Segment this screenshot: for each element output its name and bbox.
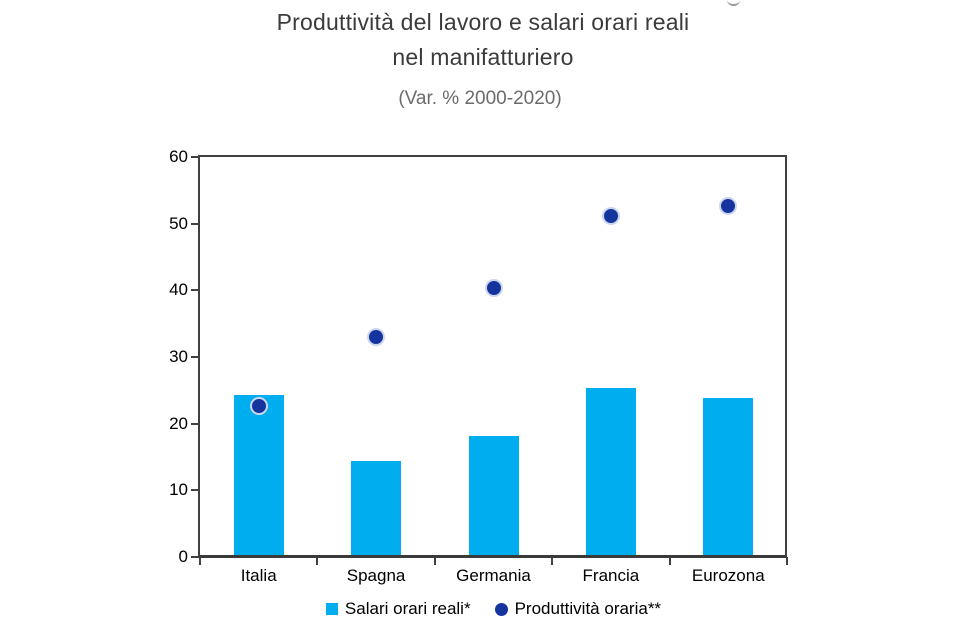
y-axis-tick-mark <box>191 422 199 425</box>
legend-label: Salari orari reali* <box>344 599 471 618</box>
y-axis-tick-mark <box>191 289 199 292</box>
legend-label: Produttività oraria** <box>514 599 662 618</box>
y-axis-tick-label: 50 <box>169 213 188 233</box>
point-francia <box>601 207 620 226</box>
x-axis-tick-mark <box>668 557 671 565</box>
chart-title-line2: nel manifatturiero <box>392 44 574 70</box>
chart-subtitle: (Var. % 2000-2020) <box>398 88 562 109</box>
y-axis-tick-mark <box>191 156 199 158</box>
x-axis-category-label: Spagna <box>346 566 406 585</box>
point-eurozona <box>719 196 738 215</box>
legend-square-swatch <box>325 603 338 615</box>
plot-area <box>200 157 787 557</box>
x-axis-tick-mark <box>316 557 319 565</box>
chart-title: Produttività del lavoro e salari orari r… <box>0 5 960 75</box>
y-axis-tick-label: 20 <box>169 413 188 433</box>
y-axis-tick-mark <box>191 489 199 492</box>
bar-francia <box>585 388 636 557</box>
y-axis-tick-mark <box>191 556 199 558</box>
legend-item: Salari orari reali* <box>325 599 471 619</box>
y-axis-tick-label: 60 <box>169 147 188 166</box>
bar-spagna <box>351 461 402 557</box>
legend-circle-swatch <box>494 602 508 616</box>
y-axis-tick-mark <box>191 222 199 225</box>
y-axis-tick-mark <box>191 356 199 358</box>
legend: Salari orari reali* Produttività oraria** <box>200 597 787 621</box>
chart-title-line1: Produttività del lavoro e salari orari r… <box>276 9 690 35</box>
x-axis-tick-mark <box>433 557 436 565</box>
bar-eurozona <box>703 397 754 557</box>
x-axis-tick-mark <box>786 557 788 565</box>
bar-germania <box>468 436 519 557</box>
x-axis-category-label: Germania <box>456 566 531 585</box>
point-spagna <box>367 328 386 346</box>
y-axis-tick-label: 0 <box>178 547 188 566</box>
x-axis-category-label: Italia <box>240 566 277 585</box>
y-axis-tick-label: 30 <box>169 347 188 366</box>
bar-italia <box>233 395 284 557</box>
plot-frame <box>198 155 787 558</box>
x-axis-tick-mark <box>199 557 201 565</box>
y-axis-tick-label: 10 <box>169 480 188 500</box>
x-axis-category-label: Francia <box>582 566 640 585</box>
point-italia <box>249 396 268 415</box>
legend-item: Produttività oraria** <box>494 599 662 619</box>
cropped-text-artifact <box>727 0 740 6</box>
x-axis-category-label: Eurozona <box>691 566 765 585</box>
x-axis-tick-mark <box>551 557 554 565</box>
point-germania <box>484 279 503 298</box>
y-axis-tick-label: 40 <box>169 280 188 300</box>
